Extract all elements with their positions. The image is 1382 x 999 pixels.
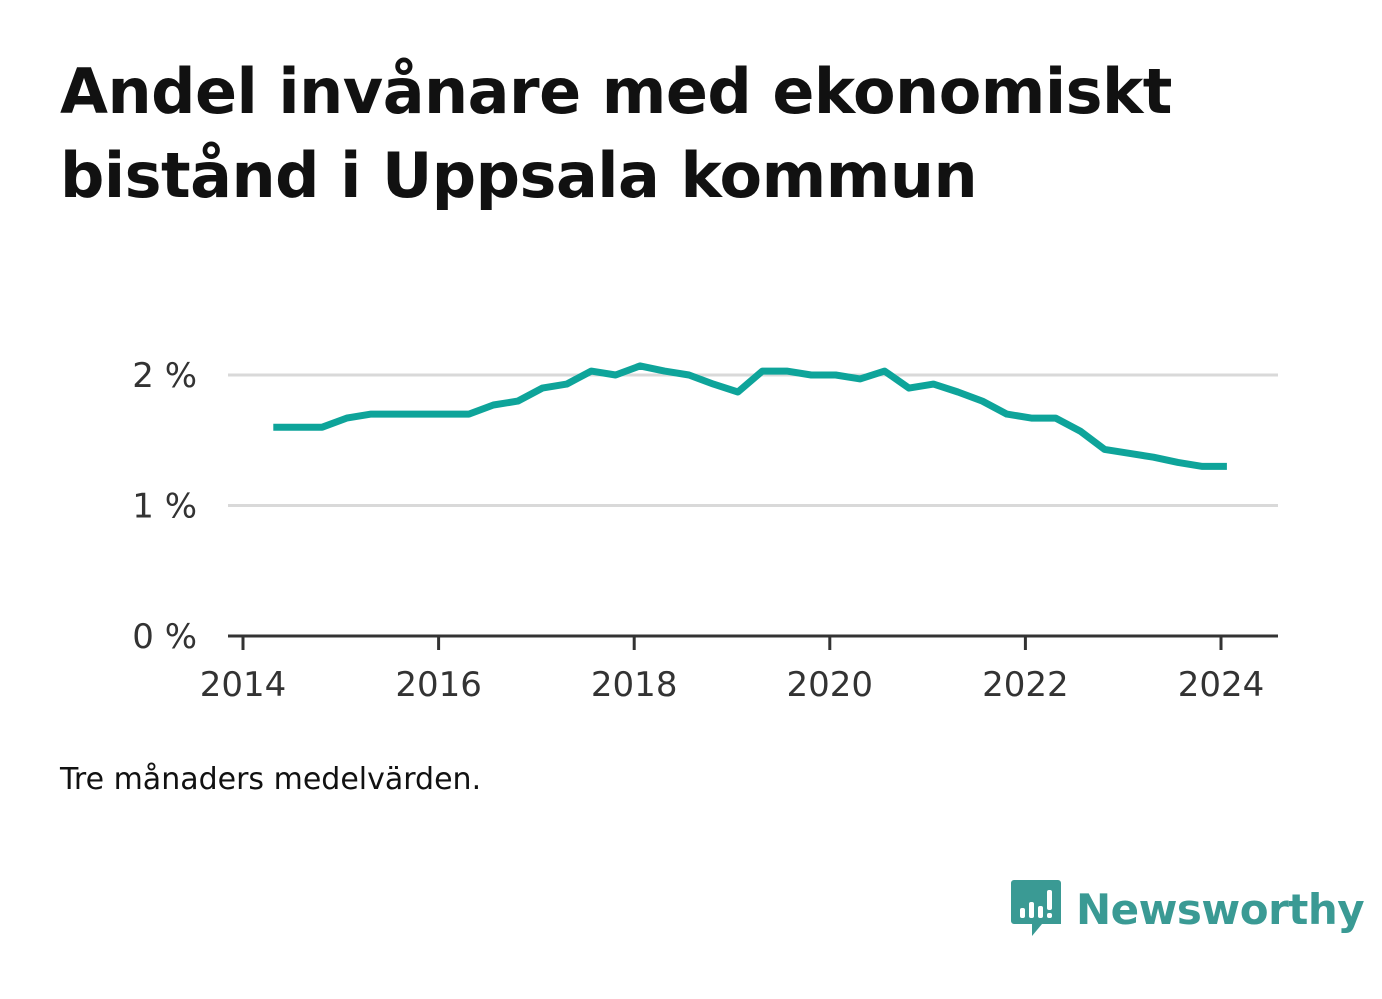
gridlines — [228, 373, 1278, 507]
series-layer — [273, 362, 1227, 470]
y-tick-label: 2 % — [132, 356, 197, 396]
series-line — [273, 362, 1227, 470]
chart-title: Andel invånare med ekonomiskt bistånd i … — [60, 55, 1172, 212]
y-tick-label: 0 % — [132, 617, 197, 657]
newsworthy-logo-icon — [1011, 880, 1061, 936]
x-tick-label: 2022 — [982, 665, 1069, 705]
x-axis: 2014 2016 2018 2020 2022 2024 — [200, 634, 1278, 705]
x-tick-label: 2014 — [200, 665, 287, 705]
y-axis-labels: 0 % 1 % 2 % — [132, 356, 197, 657]
x-tick-label: 2018 — [591, 665, 678, 705]
x-tick-label: 2016 — [395, 665, 482, 705]
x-tick-label: 2020 — [787, 665, 874, 705]
footnote: Tre månaders medelvärden. — [60, 762, 482, 797]
x-tick-label: 2024 — [1178, 665, 1265, 705]
brand-name: Newsworthy — [1076, 884, 1365, 934]
y-tick-label: 1 % — [132, 487, 197, 527]
brand: Newsworthy — [1010, 878, 1365, 940]
